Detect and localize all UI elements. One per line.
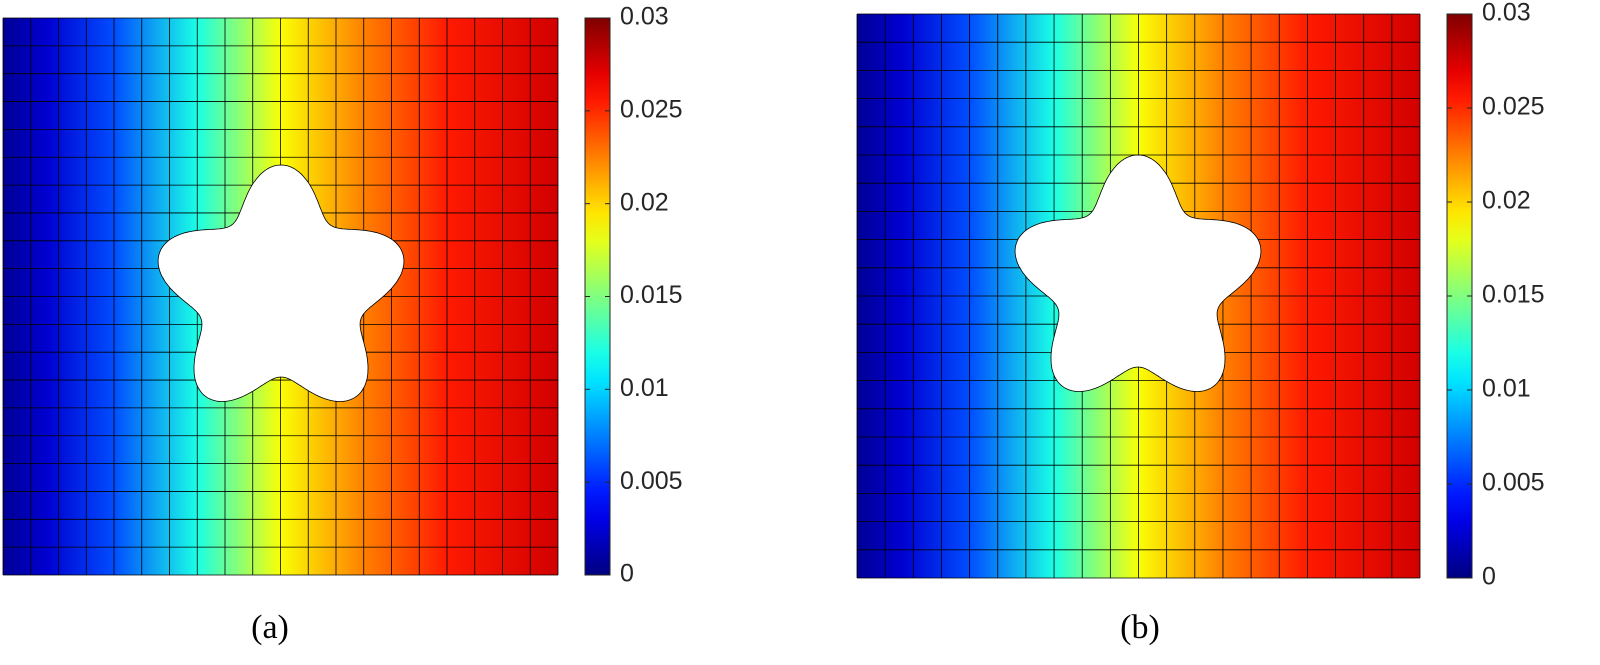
colorbar-tick-label: 0.02 [620, 188, 669, 216]
colorbar-tick-label: 0 [620, 560, 634, 588]
colorbar-tick-label: 0.015 [1482, 281, 1545, 309]
colorbar-tick-label: 0.025 [1482, 93, 1545, 121]
caption: (a) [251, 609, 289, 646]
caption: (b) [1120, 609, 1160, 646]
colorbar-tick-label: 0.005 [1482, 469, 1545, 497]
colorbar-tick-label: 0.01 [1482, 375, 1531, 403]
hole [1014, 154, 1262, 392]
colorbar-tick-label: 0.01 [620, 374, 669, 402]
colorbar-tick-label: 0.005 [620, 467, 683, 495]
colorbar-tick-label: 0.02 [1482, 187, 1531, 215]
colorbar-tick-label: 0.025 [620, 95, 683, 123]
colorbar-tick-label: 0.03 [620, 3, 669, 31]
colorbar-tick-label: 0.03 [1482, 0, 1531, 27]
hole [157, 164, 405, 402]
colorbar-tick-label: 0.015 [620, 281, 683, 309]
heatmap-panel: 0 0.005 0.01 0.015 0.02 0.025 0.03 (a) [2, 3, 683, 646]
heatmap-panel: 0 0.005 0.01 0.015 0.02 0.025 0.03 (b) [856, 0, 1545, 646]
colorbar-tick-label: 0 [1482, 563, 1496, 591]
